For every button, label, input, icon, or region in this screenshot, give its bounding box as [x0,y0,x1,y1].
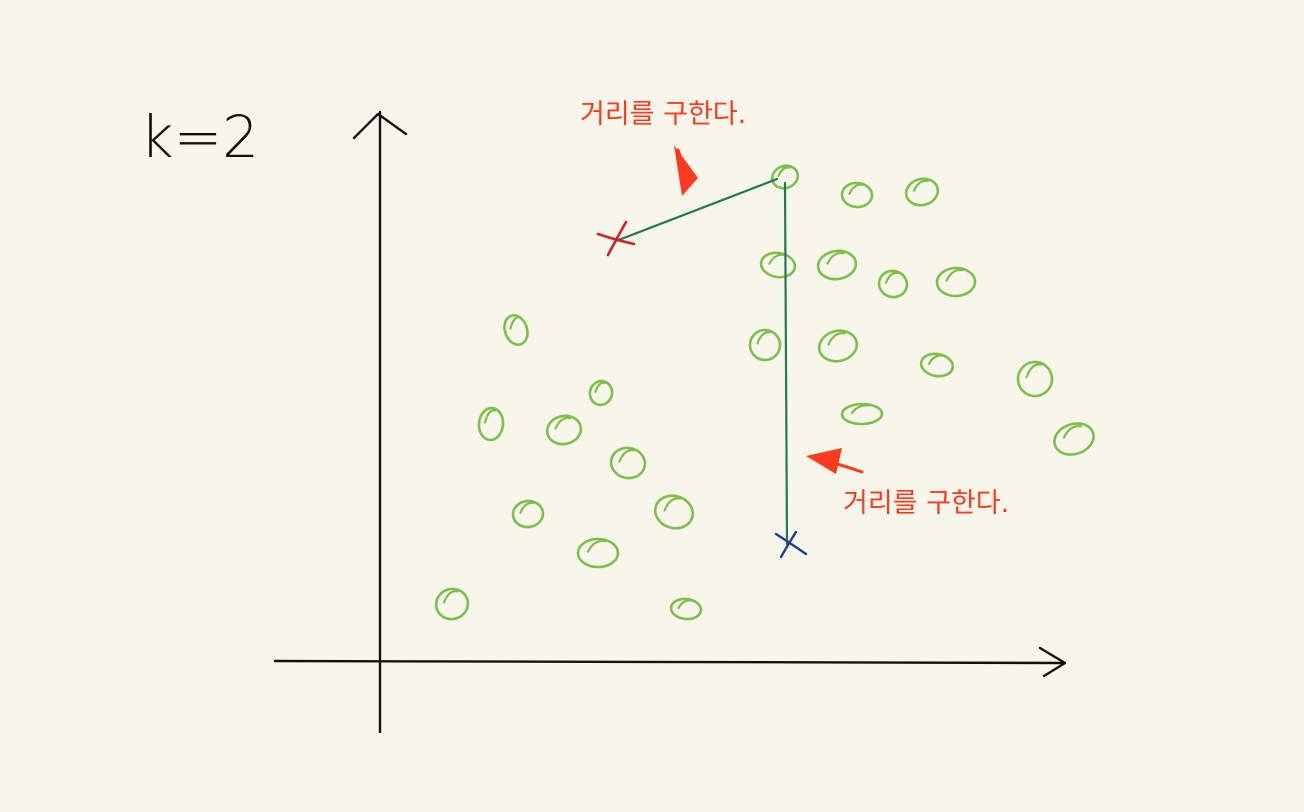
circle-icon [653,494,695,530]
circle-icon [840,402,884,426]
data-point [503,314,529,346]
annotation-arrow-bottom [806,448,864,474]
data-point [653,494,695,530]
circle-icon [1053,422,1095,456]
data-point [588,379,614,407]
data-point [1053,422,1095,456]
distance-lines [614,177,789,546]
circle-icon [545,414,583,446]
circle-icon [935,266,977,298]
circle-icon [816,249,858,281]
data-point [748,328,782,362]
annotation-top: 거리를 구한다. [580,99,746,130]
data-point [840,181,874,209]
arrow-head-icon [806,448,842,474]
distance-line-red [614,177,779,243]
data-point [817,329,859,363]
data-point [935,266,977,298]
pen-stroke [483,409,497,424]
data-point [1016,360,1054,398]
data-point [904,177,940,207]
distance-line-blue [783,181,789,546]
circle-icon [919,352,955,378]
annotation-bottom: 거리를 구한다. [843,488,1009,519]
circle-icon [511,499,545,529]
circle-icon [576,537,620,569]
data-point [759,251,797,279]
circle-icon [588,379,614,407]
axes [273,110,1067,734]
pen-stroke [768,253,786,265]
pen-stroke [777,166,791,177]
pen-stroke [826,251,845,265]
x-mark-icon [774,530,808,559]
diagram-title: k=2 [140,103,259,171]
data-point [840,402,884,426]
data-point [816,249,858,281]
pen-stroke [827,331,846,346]
pen-stroke [848,183,864,195]
query-point-red [596,220,636,257]
data-point [434,587,470,621]
pen-stroke [509,316,521,330]
pen-stroke [927,354,944,365]
data-point [609,446,647,480]
pen-stroke [677,599,693,610]
circle-icon [877,269,909,299]
pen-stroke [1025,363,1043,379]
pen-stroke [1062,424,1083,439]
x-mark-icon [596,220,636,257]
circle-icon [904,177,940,207]
y-axis-arrow-icon [352,112,408,140]
data-point [576,537,620,569]
circle-icon [748,328,782,362]
data-point [877,269,909,299]
data-point [919,352,955,378]
pen-stroke [442,590,459,604]
data-point [477,406,505,442]
pen-stroke [912,179,929,192]
pen-stroke [884,271,899,284]
pen-stroke [618,449,636,463]
circle-icon [840,181,874,209]
circle-icon [609,446,647,480]
pen-stroke [756,331,772,345]
pen-stroke [663,497,682,512]
x-axis [273,659,1066,665]
circle-icon [477,406,505,442]
data-point [669,597,703,621]
pen-stroke [594,381,606,393]
annotation-arrow-top [674,145,698,196]
circle-icon [434,587,470,621]
data-point [545,414,583,446]
circle-icon [669,597,703,621]
pen-stroke [519,501,535,514]
arrow-head-icon [674,145,698,196]
query-point-blue [774,530,808,559]
circle-icon [1016,360,1054,398]
data-point [511,499,545,529]
circle-icon [503,314,529,346]
pen-stroke [945,268,964,282]
pen-stroke [554,416,572,430]
x-axis-arrow-icon [1038,646,1067,678]
pen-stroke [586,539,607,553]
pen-stroke [850,404,871,415]
circle-icon [817,329,859,363]
data-points [434,164,1095,621]
circle-icon [759,251,797,279]
